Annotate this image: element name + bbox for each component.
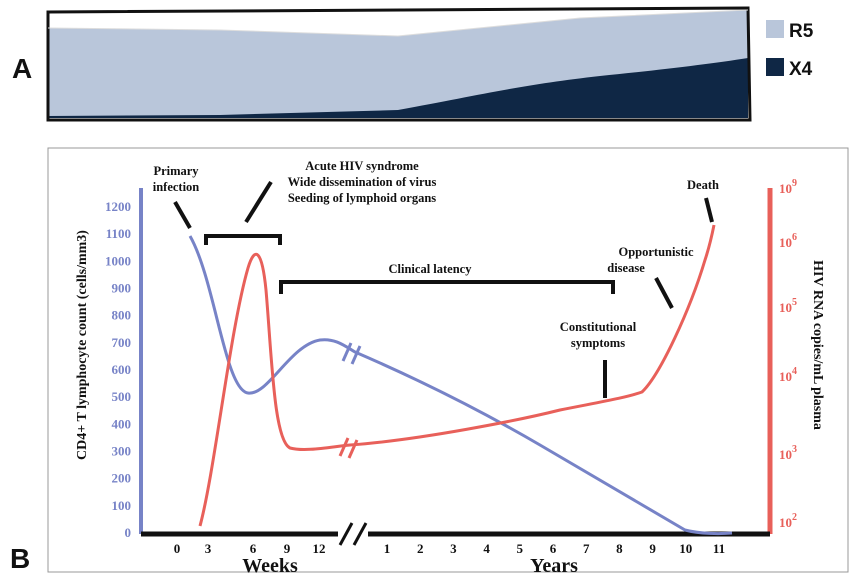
x-axis-ticks: 0 3 6 9 12 1 2 3 4 5 6 7 8 9 10 11 <box>174 541 725 556</box>
right-tick-label: 104 <box>779 366 797 384</box>
panel-b-label: B <box>10 543 30 574</box>
left-tick-label: 1000 <box>105 253 131 268</box>
clinical-latency-bracket <box>279 280 615 294</box>
legend-label-x4: X4 <box>789 59 813 80</box>
left-tick-label: 100 <box>112 498 132 513</box>
left-y-axis-title: CD4+ T lymphocyte count (cells/mm3) <box>75 230 90 460</box>
panel-a-label: A <box>12 53 32 84</box>
annotation-clinical-latency: Clinical latency <box>389 262 473 276</box>
acute-syndrome-bracket <box>204 234 282 245</box>
panel-a-legend: R5 X4 <box>766 20 814 80</box>
legend-swatch-r5 <box>766 20 784 38</box>
left-tick-label: 800 <box>112 308 132 323</box>
x-tick-label-years: 6 <box>550 541 557 556</box>
x-tick-label-years: 1 <box>384 541 391 556</box>
right-tick-label: 103 <box>779 444 797 462</box>
x-axis-title-years: Years <box>530 555 578 576</box>
svg-text:Seeding of lymphoid organs: Seeding of lymphoid organs <box>288 191 436 205</box>
right-tick-label: 106 <box>779 232 797 250</box>
x-axis-title-weeks: Weeks <box>242 555 298 576</box>
x-axis-break <box>338 522 368 546</box>
panel-a-top-edge <box>47 9 749 37</box>
hiv-rna-line <box>198 224 716 527</box>
x-tick-label-weeks: 6 <box>250 541 257 556</box>
left-tick-label: 500 <box>112 389 132 404</box>
left-axis-ticks: 0 100 200 300 400 500 600 700 800 900 1000 1100 1200 <box>105 199 131 540</box>
x-tick-label-years: 7 <box>583 541 590 556</box>
left-tick-label: 400 <box>112 416 132 431</box>
left-tick-label: 300 <box>112 444 132 459</box>
right-y-axis-title: HIV RNA copies/mL plasma <box>810 260 825 430</box>
left-tick-label: 0 <box>125 525 132 540</box>
cd4-count-line <box>188 235 733 536</box>
svg-text:Wide dissemination of virus: Wide dissemination of virus <box>288 175 437 189</box>
x-tick-label-weeks: 0 <box>174 541 181 556</box>
primary-infection-pointer <box>173 201 192 229</box>
annotation-constitutional-symptoms: Constitutional symptoms <box>560 320 637 350</box>
x-tick-label-weeks: 9 <box>284 541 291 556</box>
death-pointer <box>704 197 714 223</box>
x4-area <box>48 58 748 118</box>
svg-text:Opportunistic: Opportunistic <box>618 245 693 259</box>
svg-text:symptoms: symptoms <box>571 336 625 350</box>
annotation-death: Death <box>687 178 719 192</box>
right-axis-ticks: 102 103 104 105 106 109 <box>779 178 797 530</box>
left-tick-label: 600 <box>112 362 132 377</box>
x-tick-label-years: 11 <box>713 541 725 556</box>
left-tick-label: 200 <box>112 471 132 486</box>
annotation-primary-infection: Primary infection <box>153 164 200 194</box>
panel-a-frame <box>46 6 752 122</box>
panel-a-area-chart <box>46 6 752 122</box>
left-tick-label: 900 <box>112 281 132 296</box>
opportunistic-disease-pointer <box>654 277 674 309</box>
x-tick-label-years: 2 <box>417 541 424 556</box>
legend-label-r5: R5 <box>789 21 814 42</box>
x-tick-label-years: 5 <box>517 541 524 556</box>
rna-line-break <box>338 437 359 459</box>
right-tick-label: 105 <box>779 297 797 315</box>
left-tick-label: 1200 <box>105 199 131 214</box>
cd4-line-break <box>341 342 362 365</box>
x-tick-label-years: 10 <box>679 541 692 556</box>
x-tick-label-years: 9 <box>649 541 656 556</box>
svg-text:Acute HIV syndrome: Acute HIV syndrome <box>305 159 419 173</box>
left-tick-label: 700 <box>112 335 132 350</box>
x-tick-label-years: 4 <box>483 541 490 556</box>
legend-swatch-x4 <box>766 58 784 76</box>
x-tick-label-years: 3 <box>450 541 457 556</box>
annotation-acute-hiv-syndrome: Acute HIV syndrome Wide dissemination of… <box>288 159 437 205</box>
svg-text:disease: disease <box>607 261 645 275</box>
x-tick-label-weeks: 3 <box>205 541 212 556</box>
x-tick-label-weeks: 12 <box>313 541 326 556</box>
annotation-opportunistic-disease: Opportunistic disease <box>607 245 694 275</box>
left-tick-label: 1100 <box>106 226 131 241</box>
x-tick-label-years: 8 <box>616 541 623 556</box>
right-tick-label: 109 <box>779 178 797 196</box>
panel-b-frame <box>47 147 849 573</box>
svg-text:Primary: Primary <box>153 164 199 178</box>
acute-syndrome-pointer <box>244 180 273 224</box>
svg-text:Constitutional: Constitutional <box>560 320 637 334</box>
right-tick-label: 102 <box>779 512 797 530</box>
svg-text:infection: infection <box>153 180 200 194</box>
